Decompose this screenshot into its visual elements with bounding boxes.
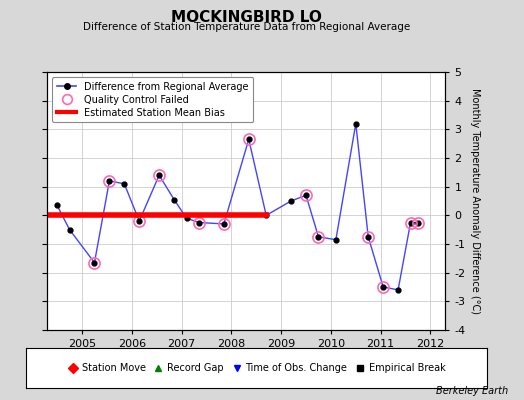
Legend: Station Move, Record Gap, Time of Obs. Change, Empirical Break: Station Move, Record Gap, Time of Obs. C… [66,360,448,376]
Text: Difference of Station Temperature Data from Regional Average: Difference of Station Temperature Data f… [83,22,410,32]
Text: Berkeley Earth: Berkeley Earth [436,386,508,396]
Y-axis label: Monthly Temperature Anomaly Difference (°C): Monthly Temperature Anomaly Difference (… [470,88,479,314]
Legend: Difference from Regional Average, Quality Control Failed, Estimated Station Mean: Difference from Regional Average, Qualit… [52,77,254,122]
Text: MOCKINGBIRD LO: MOCKINGBIRD LO [171,10,322,25]
